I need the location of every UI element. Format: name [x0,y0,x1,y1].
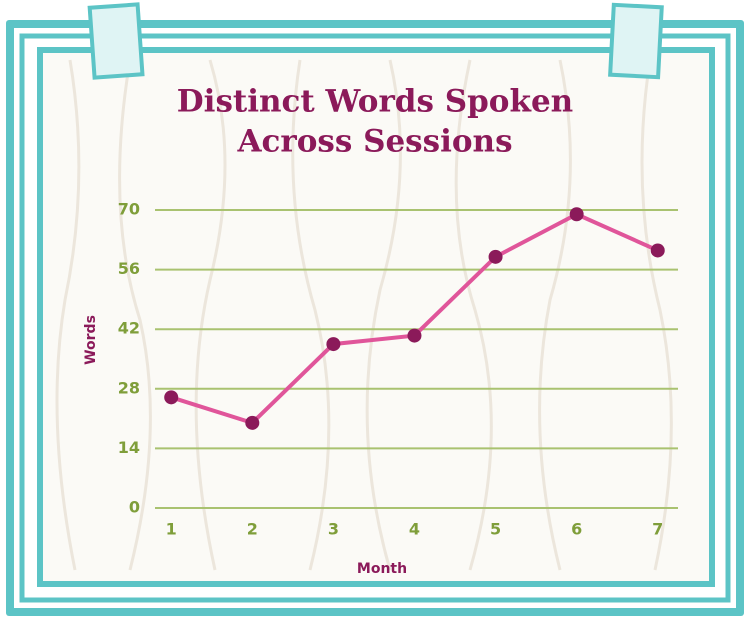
y-tick-label: 0 [129,498,140,517]
y-tick-label: 28 [118,378,140,397]
chart-title: Across Sessions [236,124,512,160]
point [326,337,341,352]
x-tick-label: 6 [571,520,582,539]
x-tick-label: 4 [409,520,420,539]
x-tick-label: 7 [652,520,663,539]
y-tick-label: 70 [118,200,140,219]
point [164,390,179,405]
frame-inner [19,33,731,603]
point [488,249,503,264]
point [569,207,584,222]
x-tick-label: 2 [247,520,258,539]
tape [608,2,664,80]
board [37,47,715,587]
y-tick-label: 14 [118,438,140,457]
y-axis-label: Words [83,315,99,365]
tape [87,2,145,80]
x-axis-label: Month [357,561,407,577]
y-tick-label: 56 [118,259,140,278]
chart-title: Distinct Words Spoken [177,84,573,120]
y-tick-label: 42 [118,319,140,338]
x-tick-label: 3 [328,520,339,539]
frame [6,2,744,616]
x-tick-label: 1 [166,520,177,539]
point [407,328,422,343]
point [245,415,260,430]
x-tick-label: 5 [490,520,501,539]
wood-grain [55,59,673,571]
point [650,243,665,258]
